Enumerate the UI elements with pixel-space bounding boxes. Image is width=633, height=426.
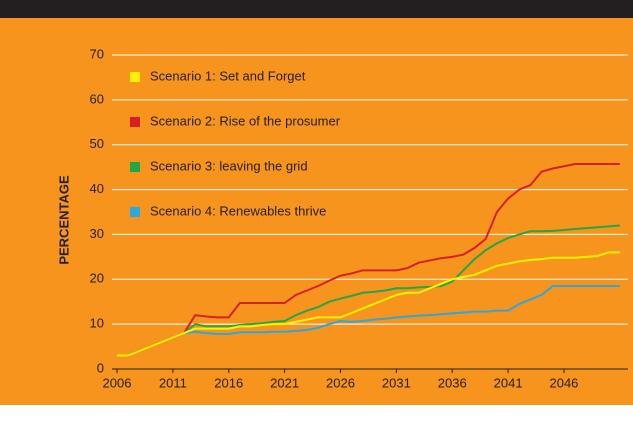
- series-line: [117, 285, 620, 357]
- y-tick-label: 0: [97, 360, 104, 375]
- x-tick-label: 2016: [214, 375, 243, 390]
- x-tick-label: 2021: [270, 375, 299, 390]
- y-tick-label: 50: [90, 136, 104, 151]
- y-tick-label: 20: [90, 271, 104, 286]
- legend-swatch: [130, 162, 140, 172]
- x-tick-label: 2036: [438, 375, 467, 390]
- legend-label: Scenario 1: Set and Forget: [150, 68, 306, 83]
- y-tick-label: 10: [90, 316, 104, 331]
- series-line: [117, 251, 620, 357]
- series-line: [117, 224, 620, 357]
- y-tick-label: 70: [90, 46, 104, 61]
- legend-label: Scenario 2: Rise of the prosumer: [150, 113, 341, 128]
- legend-swatch: [130, 72, 140, 82]
- x-tick-label: 2031: [382, 375, 411, 390]
- y-axis-label: PERCENTAGE: [56, 175, 71, 265]
- header-bar: [0, 0, 633, 18]
- background: [0, 18, 633, 405]
- x-tick-label: 2046: [549, 375, 578, 390]
- legend-label: Scenario 4: Renewables thrive: [150, 203, 326, 218]
- legend-swatch: [130, 117, 140, 127]
- x-tick-label: 2006: [103, 375, 132, 390]
- x-tick-label: 2026: [326, 375, 355, 390]
- legend-label: Scenario 3: leaving the grid: [150, 158, 308, 173]
- y-tick-label: 60: [90, 91, 104, 106]
- legend-swatch: [130, 207, 140, 217]
- y-tick-label: 40: [90, 181, 104, 196]
- x-tick-label: 2011: [159, 375, 187, 390]
- series-line: [117, 163, 620, 357]
- y-tick-label: 30: [90, 226, 104, 241]
- x-tick-label: 2041: [494, 375, 523, 390]
